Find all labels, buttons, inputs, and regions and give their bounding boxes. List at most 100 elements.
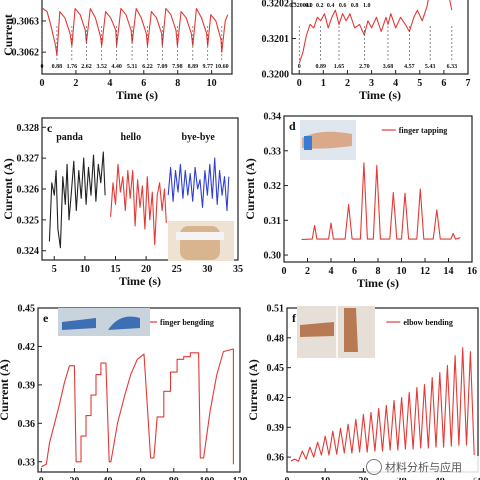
- x-tick-label: 6: [441, 78, 446, 89]
- x-tick-label: 20: [141, 264, 151, 275]
- y-tick-label: 0.326: [17, 185, 40, 196]
- y-tick-label: 0.328: [17, 123, 40, 134]
- legend-label: finger tapping: [399, 126, 448, 135]
- y-tick-label: 0.33: [18, 457, 36, 468]
- series-line: [290, 347, 475, 462]
- x-tick-label: 25: [172, 264, 182, 275]
- series-line: [301, 162, 461, 240]
- x-tick-label: 2: [345, 78, 350, 89]
- series-line: [110, 163, 167, 246]
- x-tick-label: 6: [352, 266, 357, 277]
- x-tick-label: 7: [466, 78, 471, 89]
- x-axis-label: Time (s): [116, 88, 158, 102]
- x-tick-label: 8: [376, 266, 381, 277]
- x-tick-label: 5: [52, 264, 57, 275]
- series-line: [167, 157, 230, 212]
- x-tick-label: 8: [175, 78, 180, 89]
- legend-label: elbow bending: [403, 318, 453, 327]
- x-tick-label: 80: [169, 476, 179, 480]
- annotation-label: 3.68: [383, 64, 394, 70]
- y-axis-label: Current (A): [0, 359, 11, 420]
- y-tick-label: 0.39: [18, 380, 36, 391]
- y-tick-label: 0.48: [267, 333, 285, 344]
- y-tick-label: 0.42: [18, 342, 36, 353]
- chart-panel-2: 0.328 0.327 0.326 0.325 0.324 5 10 15 20 25 30 35 Ti…: [1, 117, 243, 288]
- annotation-label: 2.62: [81, 64, 92, 70]
- x-tick-label: 6: [141, 78, 146, 89]
- y-tick-label: 0.3202: [262, 0, 290, 10]
- x-tick-label: 10: [320, 476, 330, 480]
- annotation-label: 8.89: [188, 64, 199, 70]
- x-tick-label: 4: [329, 266, 334, 277]
- annotation-label: 6.22: [142, 64, 153, 70]
- x-tick-label: 120: [233, 476, 248, 480]
- y-axis-label: Current (A): [243, 158, 257, 219]
- y-tick-label: 0.32: [264, 181, 282, 192]
- y-tick-label: 0.45: [267, 363, 285, 374]
- y-tick-label: 0.3063: [12, 16, 40, 27]
- series-line: [48, 151, 106, 249]
- y-tick-label: 0.39: [267, 423, 285, 434]
- x-tick-label: 5: [417, 78, 422, 89]
- x-tick-label: 0: [285, 476, 290, 480]
- x-tick-label: 10: [80, 264, 90, 275]
- x-tick-label: 50: [473, 476, 480, 480]
- y-tick-label: 0.31: [264, 216, 282, 227]
- annotation-label: 7.09: [157, 64, 168, 70]
- series-line: [298, 0, 453, 64]
- x-tick-label: 100: [199, 476, 214, 480]
- annotation-label: 1.76: [67, 64, 78, 70]
- y-tick-label: 0.3200: [262, 70, 290, 81]
- y-tick-label: 0.3201: [262, 34, 290, 45]
- gesture-label: panda: [56, 132, 83, 143]
- annotation-label: 5.43: [425, 64, 436, 70]
- annotation-label: 7.98: [172, 64, 183, 70]
- x-tick-label: 1: [321, 78, 326, 89]
- annotation-label: 5.31: [127, 64, 138, 70]
- y-axis-label: Current (A): [246, 359, 260, 420]
- y-axis-label: Current: [1, 14, 15, 56]
- x-tick-label: 2: [305, 266, 310, 277]
- chart-panel-3: 0.34 0.33 0.32 0.31 0.300 2 4 6 8 10 12 14 16 Time (s…: [243, 112, 477, 291]
- x-tick-label: 30: [202, 264, 212, 275]
- y-tick-label: 0.3062: [12, 48, 40, 59]
- x-tick-label: 10: [397, 266, 407, 277]
- top-annotation-label: 0.4: [327, 3, 335, 9]
- top-annotation-label: 0.320041: [289, 3, 312, 9]
- y-tick-label: 0.325: [17, 215, 40, 226]
- throat-photo-inset: [168, 221, 234, 261]
- x-tick-label: 0: [297, 78, 302, 89]
- annotation-label: 4.40: [111, 64, 122, 70]
- y-tick-label: 0.51: [267, 304, 285, 315]
- y-tick-label: 0.327: [17, 154, 40, 165]
- annotation-label: 3.52: [96, 64, 107, 70]
- x-axis-label: Time (s): [357, 276, 399, 290]
- x-tick-label: 3: [369, 78, 374, 89]
- watermark-text: 材料分析与应用: [385, 461, 462, 474]
- plot-frame: [291, 0, 469, 75]
- panel-label: c: [47, 121, 53, 135]
- gesture-label: bye-bye: [182, 132, 216, 143]
- gesture-label: hello: [121, 132, 142, 143]
- annotation-label: 1.65: [334, 64, 345, 70]
- watermark: 材料分析与应用: [366, 456, 480, 478]
- series-line: [42, 7, 229, 56]
- elbow-photo-inset: [297, 306, 375, 358]
- y-axis-label: Current (A): [1, 158, 15, 219]
- x-tick-label: 15: [111, 264, 121, 275]
- annotation-label: 0: [298, 64, 301, 70]
- x-tick-label: 35: [233, 264, 243, 275]
- chart-panel-5: 0.510.480.450.420.390.3601020304050Time …: [246, 304, 480, 480]
- x-tick-label: 40: [435, 476, 445, 480]
- x-axis-label: Time (s): [359, 88, 401, 102]
- wechat-logo-icon: [366, 459, 382, 475]
- y-tick-label: 0.45: [18, 304, 36, 315]
- x-tick-label: 4: [107, 78, 112, 89]
- panel-label: f: [292, 311, 297, 325]
- top-annotation-label: 0.8: [351, 3, 359, 9]
- annotation-label: 4.57: [404, 64, 415, 70]
- x-tick-label: 2: [73, 78, 78, 89]
- annotation-label: 10.60: [215, 64, 229, 70]
